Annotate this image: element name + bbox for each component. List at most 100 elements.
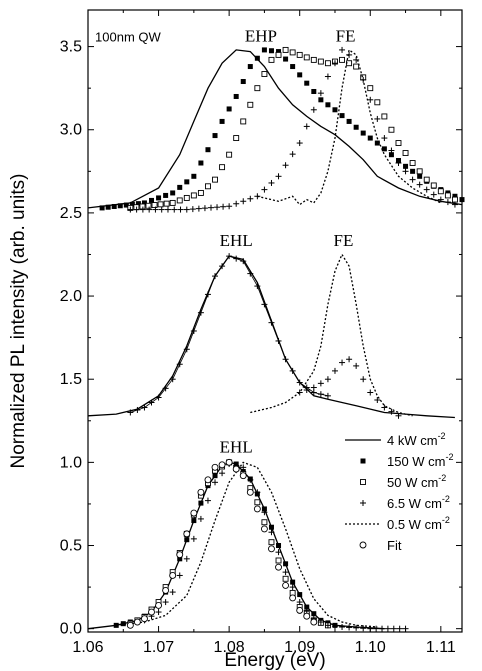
data-point (169, 376, 176, 383)
data-point (120, 621, 126, 627)
data-point (169, 572, 177, 579)
data-point (176, 572, 183, 579)
data-point (134, 406, 141, 413)
data-point (191, 173, 197, 179)
data-point (261, 509, 268, 516)
data-point (233, 93, 239, 99)
legend-label: 4 kW cm-2 (387, 431, 446, 448)
data-point (444, 192, 451, 199)
data-point (268, 545, 275, 553)
data-point (99, 205, 105, 211)
series-line (116, 461, 378, 628)
data-point (452, 193, 458, 199)
data-point (247, 476, 254, 483)
data-point (151, 202, 158, 209)
data-point (367, 96, 374, 103)
data-point (141, 200, 147, 206)
data-point (155, 394, 162, 401)
data-point (310, 618, 318, 626)
legend-label-superscript: -2 (446, 452, 454, 462)
data-point (254, 499, 261, 506)
data-point (162, 385, 169, 392)
data-point (204, 497, 211, 504)
data-point (162, 599, 169, 606)
data-point (275, 173, 282, 180)
data-point (246, 488, 254, 496)
data-point (374, 140, 380, 146)
legend-entry: 6.5 W cm-2 (360, 494, 450, 511)
data-point (317, 391, 324, 398)
data-point (360, 130, 366, 136)
data-point (197, 189, 204, 196)
data-point (183, 206, 190, 213)
x-tick-label: 1.11 (426, 639, 456, 656)
data-point (384, 625, 391, 632)
data-point (204, 476, 212, 484)
data-point (282, 162, 289, 169)
legend-label: 6.5 W cm-2 (387, 494, 450, 511)
data-point (169, 589, 176, 596)
data-point (390, 625, 397, 632)
panel-middle (87, 253, 455, 419)
data-point (214, 204, 221, 211)
data-point (212, 473, 218, 479)
data-point (437, 188, 444, 195)
data-point (268, 539, 275, 546)
data-point (289, 584, 296, 591)
data-point (353, 124, 359, 130)
y-tick-label: 2.5 (60, 205, 82, 222)
data-point (123, 202, 129, 208)
legend-label-text: 4 kW cm (387, 433, 438, 448)
data-point (129, 201, 135, 207)
x-axis-title: Energy (eV) (224, 650, 325, 671)
data-point (381, 404, 388, 411)
legend-entry: 150 W cm-2 (360, 452, 454, 469)
data-point (240, 258, 247, 265)
data-point (212, 479, 219, 486)
data-point (339, 56, 345, 63)
data-point (261, 186, 268, 193)
data-point (346, 624, 353, 631)
data-point (220, 203, 227, 210)
data-point (126, 621, 134, 629)
data-point (367, 85, 374, 92)
legend-label-text: 150 W cm (387, 454, 446, 469)
data-point (275, 51, 282, 58)
data-point (331, 367, 338, 374)
data-point (226, 151, 233, 158)
y-tick-label: 0.5 (60, 538, 82, 555)
data-point (275, 563, 282, 571)
data-point (177, 184, 183, 190)
annotation-label: 100nm QW (95, 30, 161, 45)
data-point (261, 506, 267, 512)
data-point (304, 80, 310, 86)
series-plus (296, 356, 402, 419)
data-point (339, 113, 345, 119)
data-point (212, 273, 219, 280)
data-point (254, 85, 261, 92)
data-point (184, 179, 190, 185)
legend-swatch (360, 458, 366, 464)
data-point (317, 90, 324, 97)
data-point (290, 579, 296, 585)
data-point (339, 624, 346, 631)
series-solid (87, 461, 385, 630)
legend-swatch (360, 479, 366, 485)
data-point (324, 622, 331, 629)
data-point (152, 206, 159, 213)
legend-entry: Fit (359, 538, 402, 553)
data-point (253, 505, 261, 513)
series-open-circle (126, 458, 318, 629)
data-point (226, 203, 233, 210)
data-point (388, 147, 395, 154)
data-point (290, 64, 296, 70)
data-point (145, 202, 152, 209)
data-point (233, 255, 240, 262)
data-point (353, 362, 360, 369)
legend-label: 150 W cm-2 (387, 452, 454, 469)
data-point (388, 408, 395, 415)
data-point (133, 206, 140, 213)
series-plus (141, 461, 409, 632)
data-point (164, 206, 171, 213)
